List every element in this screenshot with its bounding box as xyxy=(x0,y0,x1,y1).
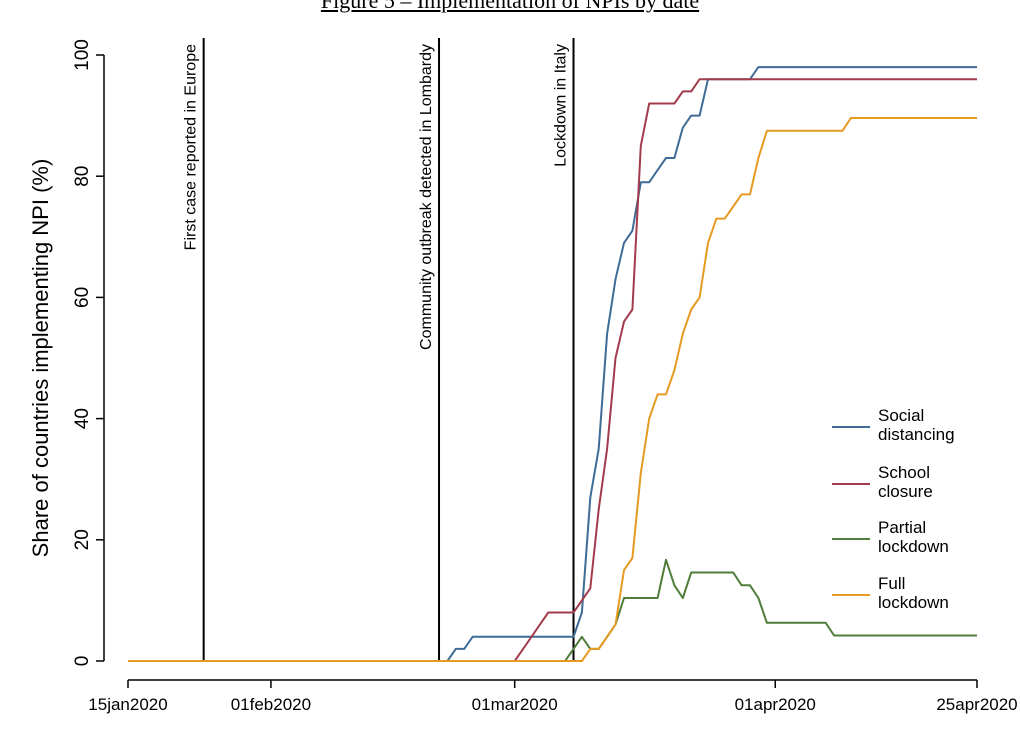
x-tick-label: 15jan2020 xyxy=(88,695,167,714)
x-tick-label: 01mar2020 xyxy=(472,695,558,714)
legend-label: Partial lockdown xyxy=(878,518,949,556)
series-line-1 xyxy=(128,66,977,662)
y-tick-label: 20 xyxy=(72,529,93,550)
y-tick-label: 100 xyxy=(72,39,93,71)
x-tick-label: 25apr2020 xyxy=(936,695,1017,714)
series-line-2 xyxy=(128,78,977,662)
x-tick-label: 01feb2020 xyxy=(231,695,311,714)
event-line-label: Community outbreak detected in Lombardy xyxy=(418,44,435,350)
y-tick-label: 60 xyxy=(72,287,93,308)
legend: Social distancing School closure Partial lock… xyxy=(832,406,955,612)
series-line-3 xyxy=(128,558,977,662)
event-line-label: Lockdown in Italy xyxy=(553,44,570,167)
event-lines: First case reported in Europe Community o… xyxy=(183,38,575,661)
axes: 0 20 40 60 80 100 Share of countries implement… xyxy=(28,39,1018,714)
y-tick-label: 80 xyxy=(72,166,93,187)
y-axis-label: Share of countries implementing NPI (%) xyxy=(28,159,53,558)
figure-title: Figure 5 – Implementation of NPIs by dat… xyxy=(320,0,700,13)
legend-label: School closure xyxy=(878,463,933,501)
event-line-label: First case reported in Europe xyxy=(183,44,200,250)
y-tick-label: 40 xyxy=(72,408,93,429)
legend-label: Social distancing xyxy=(878,406,955,444)
series-line-4 xyxy=(128,117,977,662)
legend-label: Full lockdown xyxy=(878,574,949,612)
series-lines xyxy=(128,66,977,662)
x-tick-label: 01apr2020 xyxy=(735,695,816,714)
y-tick-label: 0 xyxy=(72,656,93,667)
